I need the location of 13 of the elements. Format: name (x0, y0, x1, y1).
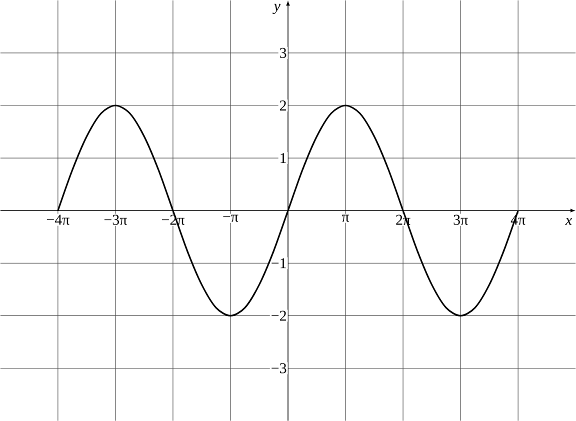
x-tick-label: π (342, 214, 350, 222)
y-tick-label: 2 (280, 100, 286, 110)
y-tick-label: 3 (280, 48, 286, 58)
x-tick-label: −π (223, 214, 238, 222)
y-axis-title: y (272, 4, 280, 14)
x-axis-title: x (565, 218, 572, 225)
x-tick-label: −3π (104, 214, 127, 225)
x-tick-label: −4π (46, 214, 70, 225)
y-tick-label: −1 (272, 258, 286, 268)
y-tick-label: −3 (272, 363, 286, 374)
y-tick-label: −2 (272, 310, 286, 321)
x-tick-label: 3π (454, 214, 468, 225)
y-tick-label: 1 (280, 153, 286, 163)
